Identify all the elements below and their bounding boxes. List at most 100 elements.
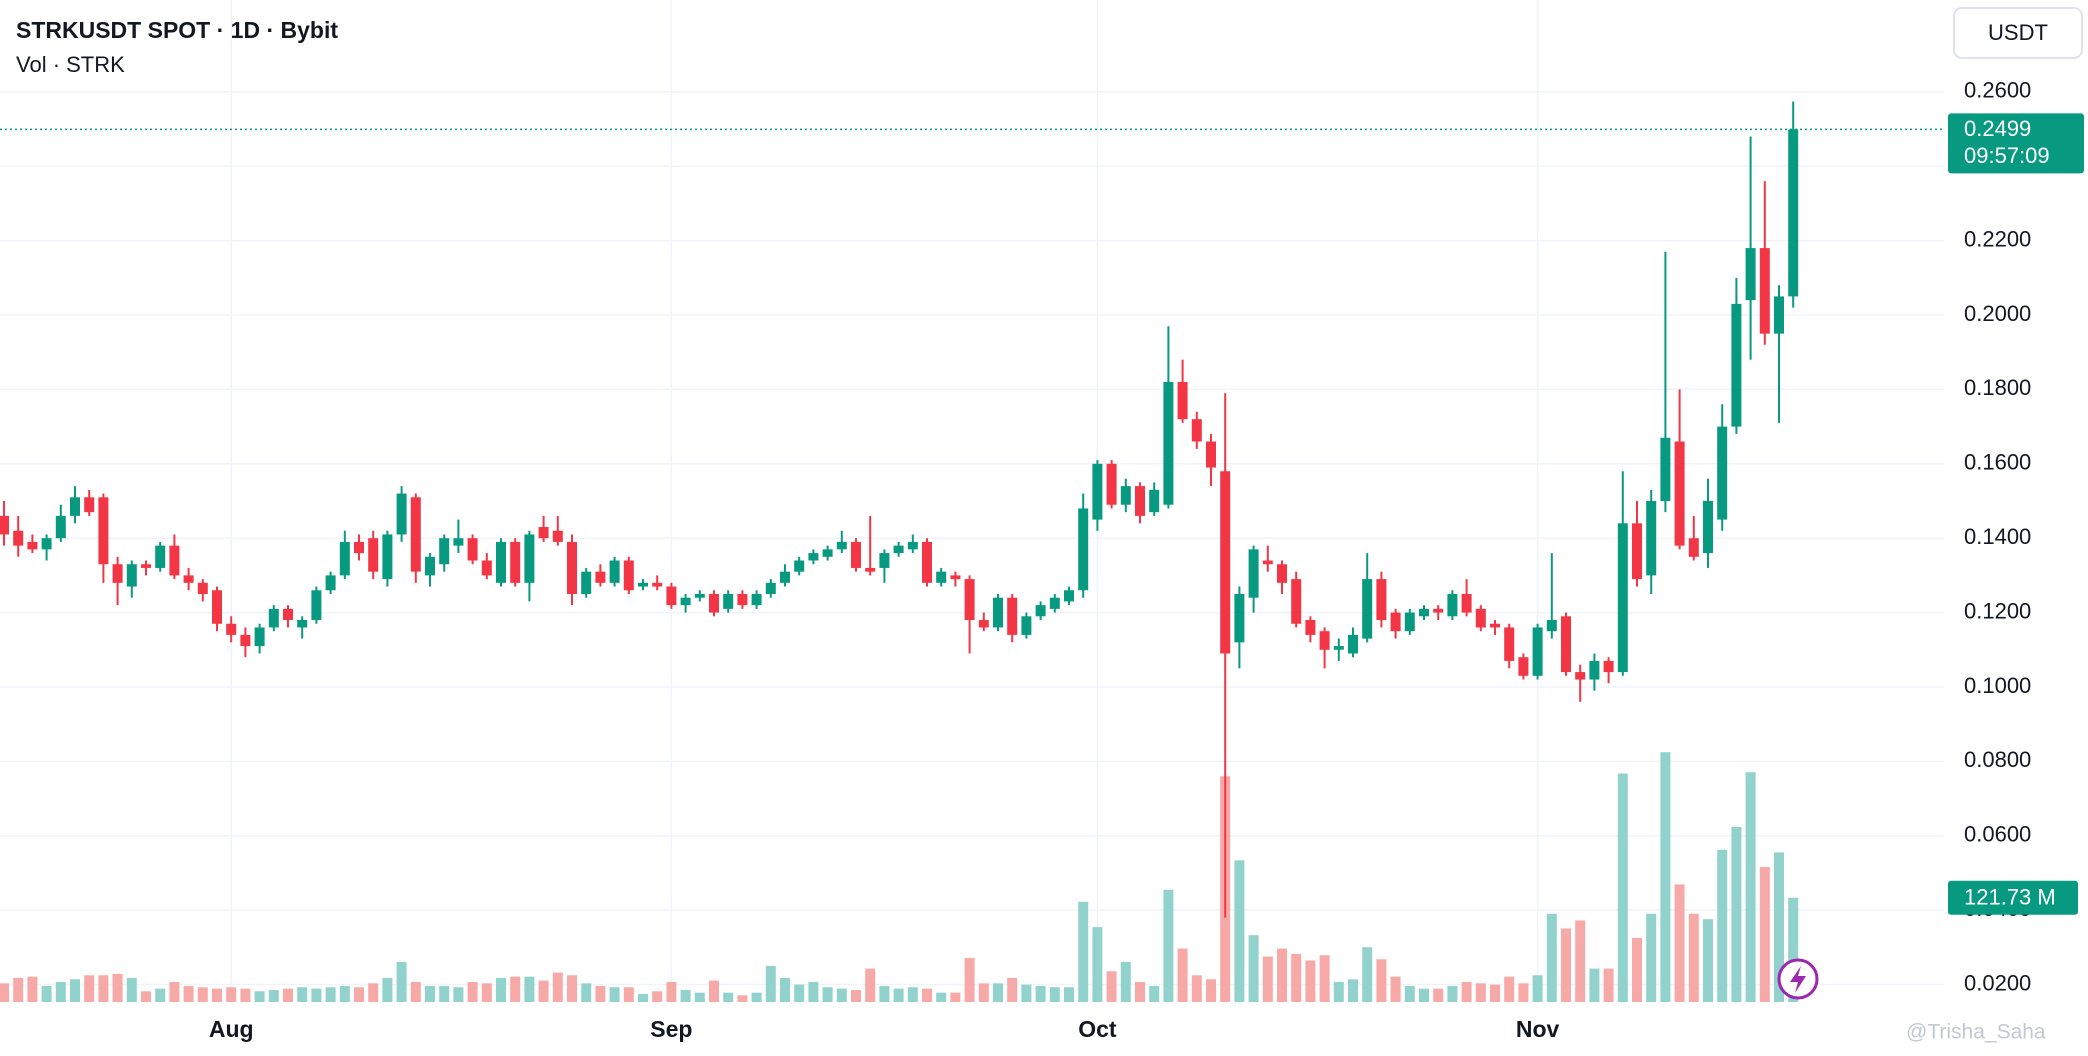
volume-bar <box>737 995 748 1002</box>
volume-bar <box>1532 975 1543 1002</box>
candle-body <box>240 634 251 647</box>
y-tick-label: 0.2600 <box>1964 78 2031 103</box>
candle-body <box>794 560 805 572</box>
volume-bar <box>141 991 151 1002</box>
y-tick-label: 0.1000 <box>1964 673 2031 698</box>
volume-bar <box>240 988 251 1002</box>
candle-body <box>836 541 847 550</box>
volume-bar <box>723 992 734 1002</box>
volume-bar <box>1291 953 1302 1002</box>
candle-body <box>410 497 421 572</box>
y-tick-label: 0.1800 <box>1964 375 2031 400</box>
candle-body <box>1064 590 1074 602</box>
candle-body <box>425 556 435 576</box>
volume-bar <box>1774 852 1784 1002</box>
volume-bar <box>893 988 904 1002</box>
candle-body <box>1617 523 1628 673</box>
volume-bar <box>907 987 918 1002</box>
price-axis: 0.02000.04000.06000.08000.10000.12000.14… <box>209 78 2031 1042</box>
candle-body <box>907 541 918 550</box>
volume-bar <box>1333 981 1344 1002</box>
currency-button[interactable] <box>1953 7 2083 59</box>
candle-body <box>1745 248 1756 301</box>
volume-bar <box>283 988 293 1002</box>
candle-body <box>396 493 407 535</box>
volume-bar <box>1092 927 1103 1002</box>
volume-bar <box>552 972 563 1002</box>
candle-body <box>1135 486 1145 516</box>
volume-bar <box>1404 985 1415 1002</box>
volume-bar <box>1206 979 1216 1002</box>
candle-body <box>339 541 350 576</box>
volume-bar <box>13 977 24 1002</box>
candle-body <box>1660 437 1671 501</box>
candle-body <box>1774 296 1784 334</box>
volume-bar <box>1632 937 1642 1002</box>
candle-body <box>141 564 151 568</box>
volume-bar <box>339 985 350 1002</box>
y-tick-label: 0.0800 <box>1964 747 2031 772</box>
volume-bar <box>212 988 222 1002</box>
candle-body <box>169 545 180 576</box>
y-tick-label: 0.2200 <box>1964 226 2031 251</box>
volume-bar <box>865 968 876 1002</box>
volume-bar <box>794 984 805 1002</box>
volume-label-box <box>1948 880 2078 915</box>
volume-bar <box>496 977 506 1002</box>
volume-bar <box>0 983 9 1002</box>
candle-body <box>1149 489 1160 513</box>
volume-bar <box>581 983 592 1002</box>
candle-body <box>709 593 719 613</box>
lightning-icon[interactable] <box>1777 958 1819 1000</box>
candle-body <box>950 575 961 580</box>
candle-body <box>1646 501 1657 576</box>
volume-bar <box>922 988 932 1002</box>
candle-body <box>1078 508 1089 591</box>
volume-bar <box>1348 979 1358 1002</box>
volume-bar <box>950 992 961 1002</box>
candle-body <box>84 497 95 513</box>
candle-body <box>1404 612 1415 632</box>
volume-bar <box>1007 977 1018 1002</box>
candle-body <box>13 530 24 546</box>
volume-bar <box>1646 913 1657 1002</box>
volume-bar <box>325 987 336 1002</box>
candle-body <box>453 538 464 546</box>
candle-body <box>1206 441 1216 468</box>
volume-bar <box>680 990 691 1002</box>
candle-body <box>1007 597 1018 635</box>
candle-body <box>751 593 762 606</box>
volume-bar <box>1745 772 1756 1002</box>
candle-body <box>1433 608 1444 613</box>
candle-body <box>765 582 776 594</box>
candle-body <box>1390 612 1401 632</box>
candle-body <box>1220 471 1231 654</box>
volume-bar <box>55 981 66 1002</box>
candle-body <box>155 545 166 568</box>
candle-body <box>879 553 890 568</box>
volume-bar <box>1049 987 1060 1002</box>
volume-bar <box>84 975 95 1002</box>
volume-bar <box>425 985 435 1002</box>
candle-body <box>197 582 208 594</box>
candle-layer <box>0 101 1799 918</box>
candle-body <box>1291 579 1302 624</box>
currency-label[interactable]: USDT <box>1988 20 2048 45</box>
volume-bar <box>254 991 265 1002</box>
volume-bar <box>1163 889 1174 1002</box>
candle-body <box>1688 538 1699 557</box>
candle-body <box>1589 660 1600 680</box>
candle-body <box>55 515 66 539</box>
candle-body <box>1546 620 1557 632</box>
volume-bar <box>1461 981 1472 1002</box>
volume-bar <box>354 987 364 1002</box>
y-tick-label: 0.1600 <box>1964 450 2031 475</box>
candle-body <box>1333 646 1344 650</box>
volume-bar <box>126 977 137 1002</box>
volume-bar <box>268 990 279 1002</box>
volume-bar <box>1390 976 1401 1002</box>
candle-body <box>1461 593 1472 613</box>
volume-bar <box>1362 947 1373 1002</box>
volume-bar <box>1788 897 1799 1002</box>
